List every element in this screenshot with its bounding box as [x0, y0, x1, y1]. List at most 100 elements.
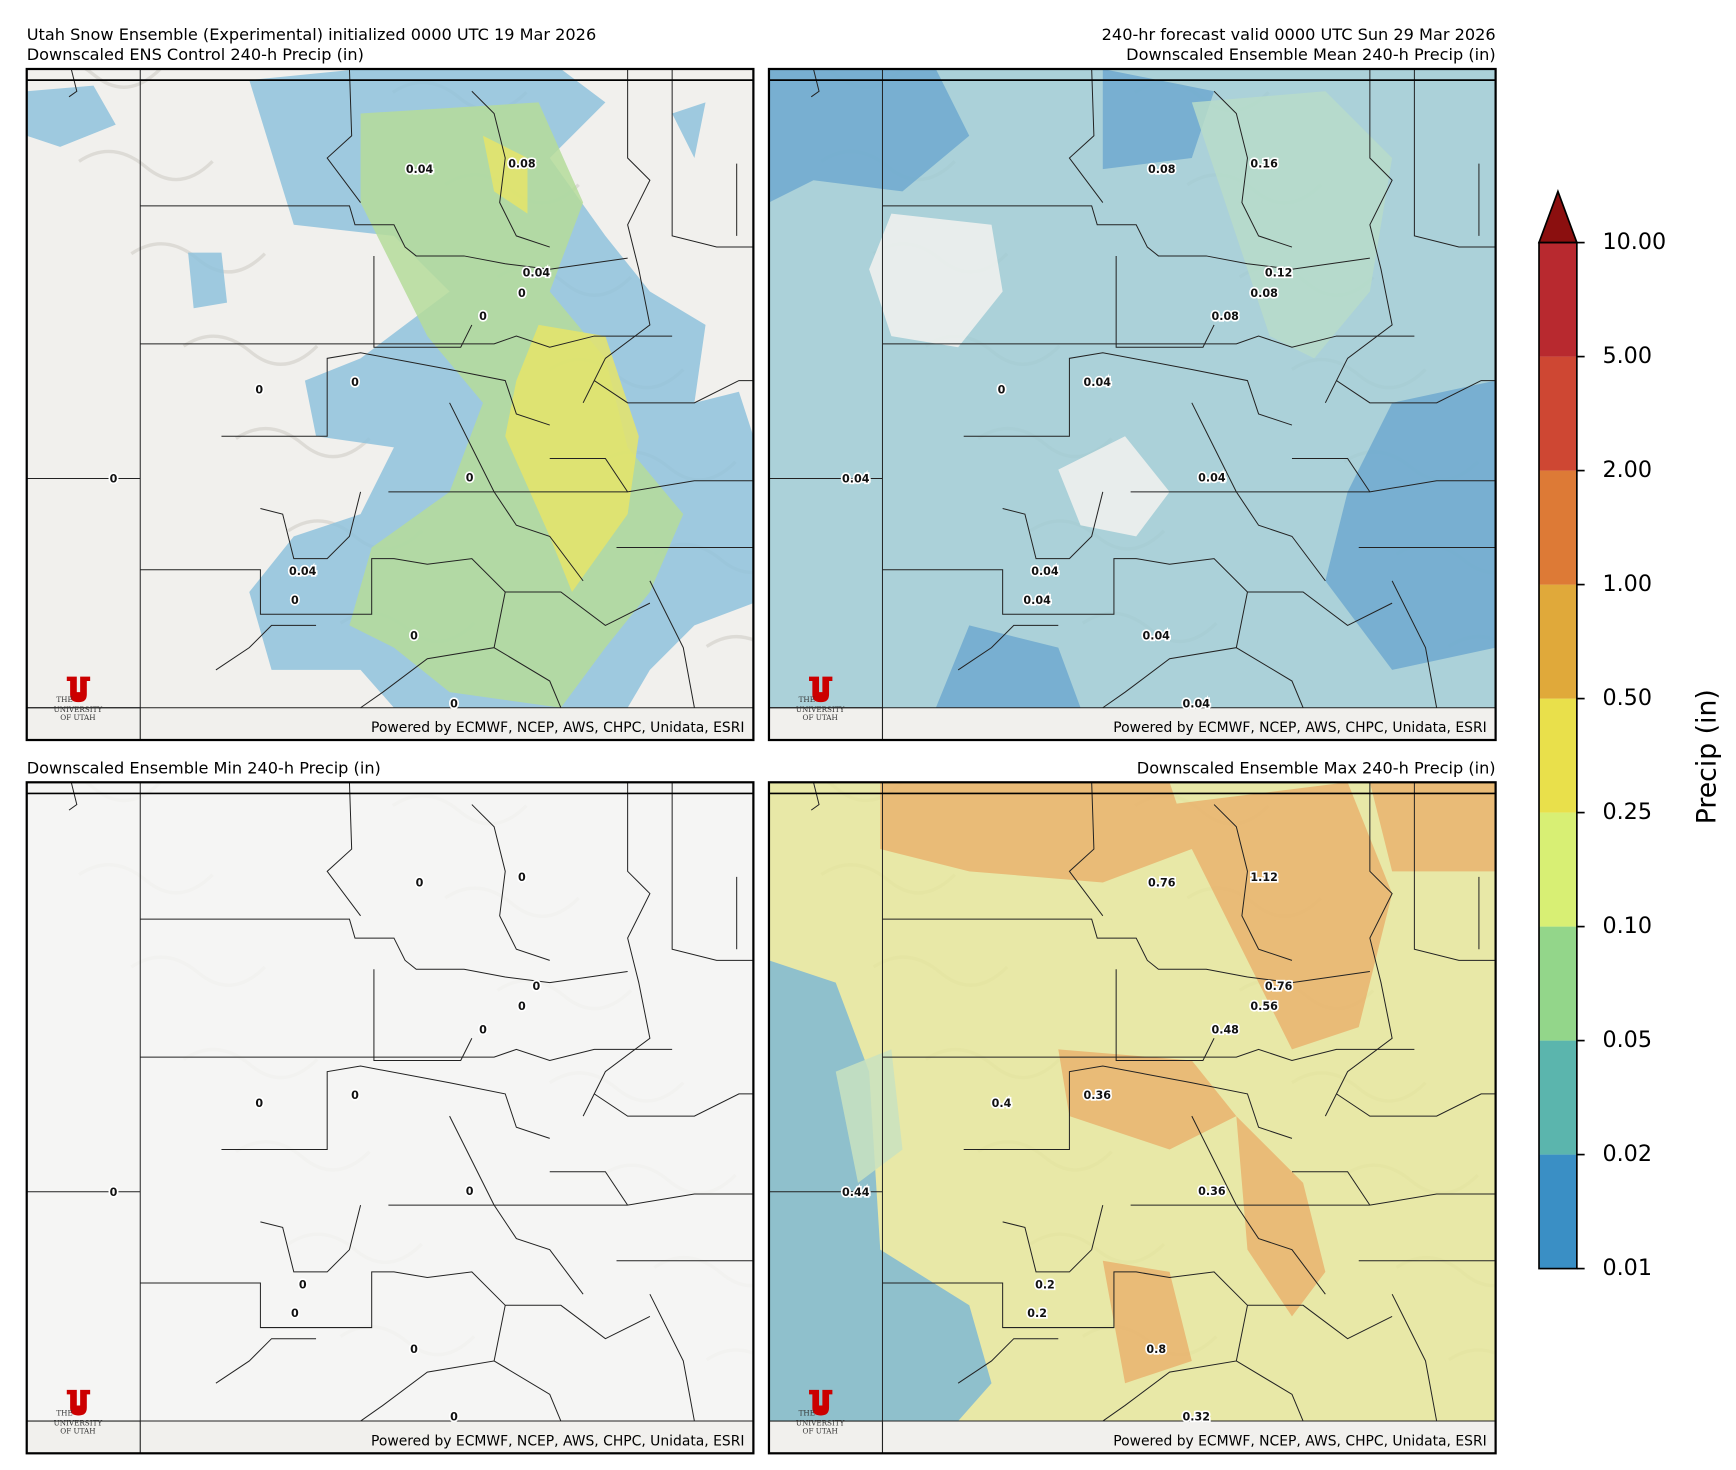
panel-title: Downscaled Ensemble Mean 240-h Precip (i… — [1126, 45, 1495, 64]
terrain-relief — [705, 634, 754, 648]
point-label: 0 — [518, 871, 526, 884]
logo-text: OF UTAH — [803, 713, 838, 722]
point-label: 0.48 — [1211, 1023, 1239, 1036]
point-label: 0.8 — [1146, 1343, 1166, 1356]
colorbar-band — [1539, 812, 1577, 927]
panel-title: Downscaled ENS Control 240-h Precip (in) — [27, 45, 364, 64]
point-label: 0.04 — [1031, 565, 1059, 578]
terrain-relief — [235, 426, 371, 459]
colorbar-band — [1539, 242, 1577, 357]
logo-text: UNIVERSITY — [796, 1418, 845, 1427]
point-label: 0 — [533, 980, 541, 993]
point-label: 0 — [351, 1089, 359, 1102]
header-left: Utah Snow Ensemble (Experimental) initia… — [27, 25, 596, 44]
precip-shading — [1191, 91, 1393, 359]
point-label: 0 — [466, 472, 474, 485]
colorbar-tick-label: 0.05 — [1602, 1027, 1652, 1053]
precip-shading — [768, 960, 992, 1422]
point-label: 0 — [518, 1000, 526, 1013]
colorbar-band — [1539, 1154, 1577, 1269]
point-label: 0.08 — [1211, 310, 1239, 323]
point-label: 0.12 — [1265, 267, 1292, 280]
colorbar-frame — [1538, 241, 1578, 1270]
point-label: 0.44 — [842, 1186, 870, 1199]
colorbar-band — [1539, 1040, 1577, 1155]
precip-shading — [880, 782, 1496, 1384]
panel-title: Downscaled Ensemble Max 240-h Precip (in… — [1137, 758, 1496, 777]
logo-box — [768, 1420, 884, 1454]
colorbar-tick-label: 0.02 — [1602, 1141, 1652, 1167]
terrain-relief — [26, 68, 162, 89]
point-label: 0 — [998, 384, 1006, 397]
point-label: 0.76 — [1148, 877, 1176, 890]
point-label: 0.32 — [1183, 1411, 1210, 1424]
terrain-relief — [182, 334, 319, 366]
point-label: 0 — [410, 1343, 418, 1356]
point-label: 0 — [299, 1278, 307, 1291]
colorbar-band — [1539, 584, 1577, 699]
logo-u — [66, 1389, 91, 1416]
point-label: 0.04 — [1183, 697, 1211, 710]
logo-u — [66, 676, 91, 703]
point-label: 0.2 — [1027, 1307, 1047, 1320]
point-label: 0.08 — [1250, 287, 1278, 300]
point-label: 0.36 — [1198, 1185, 1226, 1198]
logo-text: UNIVERSITY — [54, 705, 103, 714]
colorbar-tick-label: 2.00 — [1602, 457, 1652, 483]
point-label: 0.16 — [1250, 158, 1278, 171]
header-right: 240-hr forecast valid 0000 UTC Sun 29 Ma… — [1102, 25, 1496, 44]
colorbar-band — [1539, 926, 1577, 1041]
point-label: 0 — [410, 630, 418, 643]
logo-text: UNIVERSITY — [54, 1418, 103, 1427]
colorbar-band — [1539, 698, 1577, 813]
logo-box — [26, 1420, 141, 1454]
point-label: 0.04 — [289, 565, 317, 578]
colorbar-band — [1539, 470, 1577, 585]
point-label: 0.04 — [1023, 594, 1051, 607]
point-label: 0.04 — [1143, 630, 1171, 643]
terrain-relief — [78, 149, 214, 182]
point-label: 0 — [518, 287, 526, 300]
point-label: 0 — [466, 1185, 474, 1198]
logo-box — [768, 707, 884, 741]
credit: Powered by ECMWF, NCEP, AWS, CHPC, Unida… — [371, 1434, 744, 1450]
panels: Downscaled ENS Control 240-h Precip (in)… — [25, 45, 1497, 1455]
credit: Powered by ECMWF, NCEP, AWS, CHPC, Unida… — [371, 720, 744, 736]
colorbar-tick-label: 0.01 — [1602, 1255, 1652, 1281]
point-label: 0.2 — [1035, 1278, 1055, 1291]
panel-frame — [767, 781, 1497, 1455]
colorbar-tick-label: 0.50 — [1602, 685, 1652, 711]
point-label: 0 — [450, 697, 458, 710]
logo-text: THE — [799, 695, 815, 704]
point-label: 0 — [291, 1307, 299, 1320]
logo-text: OF UTAH — [60, 713, 95, 722]
logo-box — [26, 707, 141, 741]
point-label: 0.08 — [1148, 163, 1176, 176]
point-label: 0 — [479, 310, 487, 323]
colorbar-tick-label: 0.10 — [1602, 913, 1652, 939]
logo-u — [809, 676, 833, 703]
panel-frame — [25, 67, 755, 742]
panel-frame — [767, 67, 1497, 742]
point-label: 0.36 — [1084, 1089, 1112, 1102]
point-label: 0.04 — [1198, 472, 1226, 485]
point-label: 0.04 — [406, 163, 434, 176]
point-label: 0 — [110, 1186, 118, 1199]
logo-u — [809, 1389, 833, 1416]
credit: Powered by ECMWF, NCEP, AWS, CHPC, Unida… — [1113, 1434, 1486, 1450]
panel-title: Downscaled Ensemble Min 240-h Precip (in… — [27, 758, 381, 777]
precip-shading — [835, 1049, 903, 1183]
panel-frame — [25, 781, 755, 1455]
point-label: 0 — [479, 1023, 487, 1036]
point-label: 0 — [351, 376, 359, 389]
logo-text: OF UTAH — [803, 1426, 838, 1435]
precip-shading — [768, 68, 1496, 708]
colorbar-tick-label: 10.00 — [1602, 229, 1666, 255]
point-label: 0 — [416, 877, 424, 890]
